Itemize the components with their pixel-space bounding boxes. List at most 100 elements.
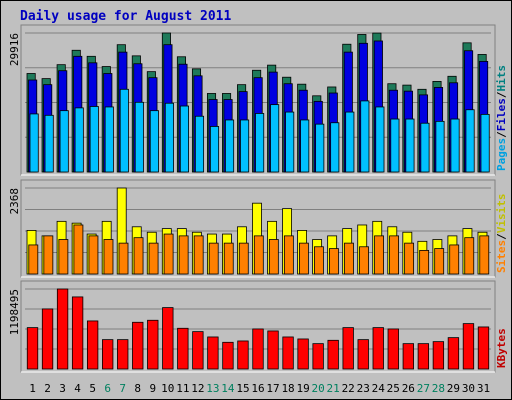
bar-hits-pages-day-18-face <box>285 111 295 173</box>
bar-kbytes-kbytes-day-21 <box>327 339 339 370</box>
bar-hits-pages-day-14-face <box>225 119 235 173</box>
side-legend-item: / <box>495 91 508 98</box>
bar-hits-pages-day-12-face <box>194 115 205 173</box>
side-legend-item: KBytes <box>495 328 508 368</box>
day-label-27: 27 <box>417 382 430 395</box>
bar-kbytes-kbytes-day-4 <box>71 296 84 370</box>
day-label-9: 9 <box>149 382 156 395</box>
bar-hits-pages-day-18 <box>285 111 295 173</box>
bar-hits-pages-day-26-face <box>405 118 415 173</box>
bar-kbytes-kbytes-day-3 <box>56 288 69 370</box>
bar-visits-sites-day-11-face <box>178 235 189 275</box>
bar-visits-sites-day-6 <box>103 239 114 275</box>
day-label-29: 29 <box>447 382 460 395</box>
bar-kbytes-kbytes-day-22-face <box>342 327 354 370</box>
side-legend-item: Sites <box>495 240 508 273</box>
bar-kbytes-kbytes-day-2-face <box>41 308 54 370</box>
day-label-4: 4 <box>74 382 81 395</box>
day-label-20: 20 <box>312 382 325 395</box>
day-label-17: 17 <box>266 382 279 395</box>
bar-visits-sites-day-1 <box>28 244 39 275</box>
bar-hits-pages-day-31-face <box>480 113 490 173</box>
bar-kbytes-kbytes-day-26 <box>402 343 414 370</box>
bar-visits-sites-day-31-face <box>479 235 490 275</box>
bar-hits-pages-day-29 <box>450 118 460 173</box>
bar-kbytes-kbytes-day-1 <box>26 327 39 370</box>
bar-hits-pages-day-22-face <box>345 111 355 173</box>
day-label-5: 5 <box>89 382 96 395</box>
bar-visits-sites-day-20-face <box>314 246 324 275</box>
day-label-15: 15 <box>236 382 249 395</box>
bar-hits-pages-day-1-face <box>29 113 39 173</box>
bar-visits-sites-day-23-face <box>359 246 369 275</box>
day-label-22: 22 <box>342 382 355 395</box>
bar-kbytes-kbytes-day-24-face <box>372 327 384 370</box>
day-label-1: 1 <box>29 382 36 395</box>
bar-hits-pages-day-24-face <box>375 106 385 173</box>
day-label-21: 21 <box>327 382 340 395</box>
bar-kbytes-kbytes-day-28 <box>432 341 445 370</box>
bar-kbytes-kbytes-day-4-face <box>71 296 84 370</box>
bar-visits-sites-day-17-face <box>268 239 279 275</box>
bar-visits-sites-day-3-face <box>58 239 69 275</box>
bar-hits-pages-day-3 <box>59 110 69 173</box>
day-label-2: 2 <box>44 382 51 395</box>
bar-kbytes-kbytes-day-29-face <box>447 337 460 370</box>
side-legend-item: / <box>495 131 508 138</box>
bar-hits-pages-day-23 <box>360 100 370 173</box>
bar-kbytes-kbytes-day-23-face <box>357 339 369 370</box>
bar-kbytes-kbytes-day-12 <box>192 331 204 370</box>
bar-kbytes-kbytes-day-8 <box>132 321 144 370</box>
bar-hits-pages-day-23-face <box>360 100 370 173</box>
panel-kbytes: 1198495 KBytes <box>8 280 508 373</box>
bar-kbytes-kbytes-day-13-face <box>207 336 219 370</box>
bar-hits-pages-day-14 <box>225 119 235 173</box>
bar-kbytes-kbytes-day-24 <box>372 327 384 370</box>
bar-hits-pages-day-28-face <box>435 120 445 173</box>
bar-hits-pages-day-15-face <box>240 119 250 173</box>
bar-visits-sites-day-4 <box>73 224 84 275</box>
bar-visits-sites-day-3 <box>58 239 69 275</box>
ymax-label-visits: 2368 <box>8 188 21 215</box>
bar-visits-sites-day-1-face <box>28 244 39 275</box>
bar-hits-pages-day-2-face <box>44 114 54 173</box>
day-label-24: 24 <box>372 382 386 395</box>
bar-kbytes-kbytes-day-14-face <box>222 341 234 370</box>
bar-kbytes-kbytes-day-8-face <box>132 321 144 370</box>
bar-kbytes-kbytes-day-26-face <box>402 343 414 370</box>
bar-kbytes-kbytes-day-9-face <box>147 319 159 370</box>
bar-kbytes-kbytes-day-23 <box>357 339 369 370</box>
bar-hits-pages-day-31 <box>480 113 490 173</box>
bar-visits-sites-day-6-face <box>103 239 114 275</box>
bar-kbytes-kbytes-day-27 <box>417 343 430 370</box>
bar-visits-sites-day-7-face <box>118 242 129 275</box>
day-label-13: 13 <box>206 382 219 395</box>
bar-kbytes-kbytes-day-15-face <box>237 340 249 370</box>
bar-visits-sites-day-13-face <box>208 242 219 275</box>
bar-visits-sites-day-14-face <box>223 242 234 275</box>
bar-hits-pages-day-11 <box>179 105 189 173</box>
ymax-label-hits: 29916 <box>8 33 21 66</box>
bar-visits-sites-day-31 <box>479 235 490 275</box>
bar-kbytes-kbytes-day-21-face <box>327 339 339 370</box>
bar-kbytes-kbytes-day-19-face <box>297 338 309 370</box>
side-legend-item: / <box>495 233 508 240</box>
bar-visits-sites-day-4-face <box>73 224 84 275</box>
bar-hits-pages-day-4 <box>74 107 84 173</box>
bar-visits-sites-day-11 <box>178 235 189 275</box>
bar-visits-sites-day-12-face <box>193 235 204 275</box>
bar-kbytes-kbytes-day-25-face <box>387 328 399 370</box>
bar-visits-sites-day-27-face <box>419 249 430 275</box>
bar-hits-pages-day-3-face <box>59 110 69 173</box>
bar-kbytes-kbytes-day-16 <box>252 328 264 370</box>
day-axis: 1 2 3 4 5 6 7 8 9 10 11 12 13 14 15 16 17 18 19 20 21 22 23 24 2… <box>29 382 490 395</box>
day-label-12: 12 <box>191 382 204 395</box>
bar-hits-pages-day-19-face <box>300 119 310 173</box>
day-label-7: 7 <box>119 382 126 395</box>
bar-visits-sites-day-29 <box>449 244 460 275</box>
bar-visits-sites-day-18 <box>283 235 294 275</box>
side-legend-hits: Pages/Files/Hits <box>495 65 508 171</box>
bar-hits-pages-day-30 <box>465 109 475 173</box>
bar-hits-pages-day-8 <box>134 101 144 173</box>
bar-kbytes-kbytes-day-5-face <box>86 320 99 370</box>
